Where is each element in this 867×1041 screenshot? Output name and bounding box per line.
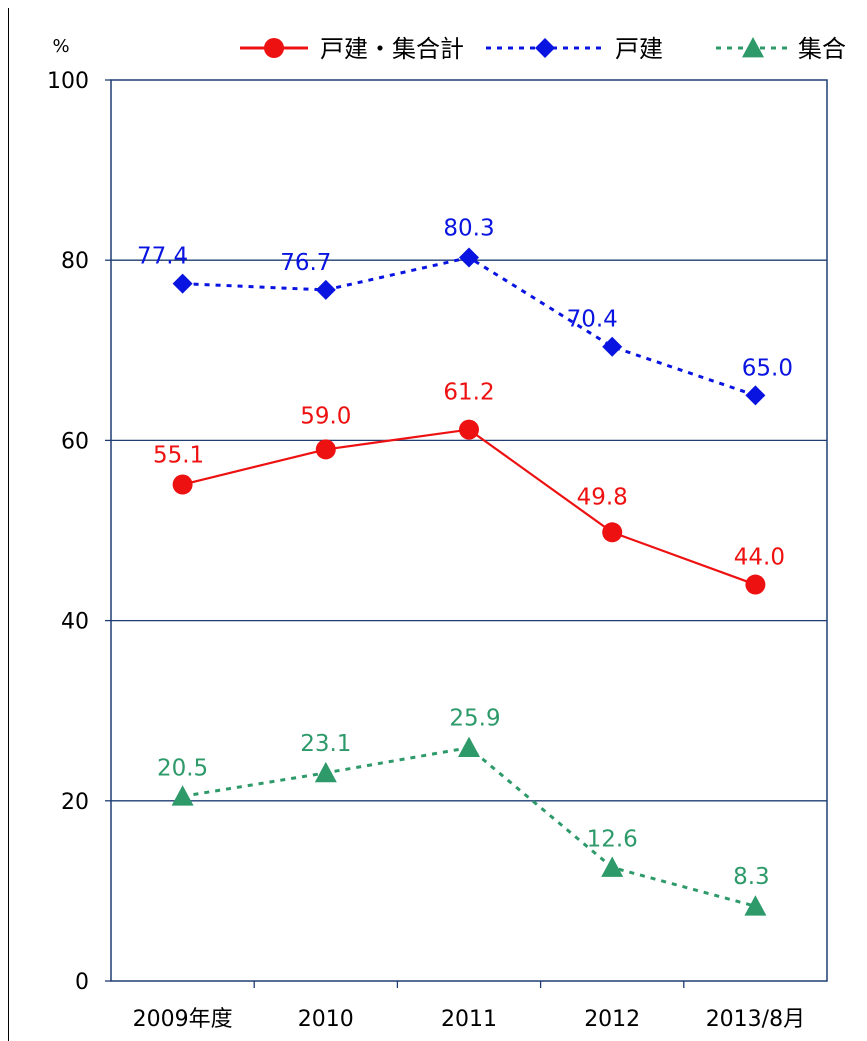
data-label: 8.3: [733, 864, 770, 890]
series-group: [171, 247, 767, 916]
series-1: [172, 419, 766, 595]
x-tick-label: 2012: [584, 1007, 640, 1032]
data-point: [172, 474, 193, 495]
legend-item: 戸建: [486, 35, 663, 63]
data-label: 44.0: [734, 545, 785, 571]
plot-area-box: [110, 79, 828, 982]
legend-item: 集合: [716, 35, 846, 63]
y-tick-label: 60: [61, 429, 89, 454]
legend-marker: [264, 38, 284, 58]
y-tick-label: 80: [61, 249, 89, 274]
data-label: 59.0: [300, 403, 351, 429]
x-tick-label: 2010: [298, 1007, 354, 1032]
data-label: 77.4: [137, 244, 188, 270]
legend: 戸建・集合計 戸建 集合: [240, 35, 846, 63]
series-2: [172, 247, 766, 406]
data-point: [171, 785, 194, 806]
x-tick-label: 2013/8月: [706, 1007, 805, 1032]
data-label: 76.7: [280, 250, 331, 276]
legend-label: 戸建・集合計: [320, 35, 464, 63]
data-point: [745, 574, 766, 595]
data-point: [459, 419, 479, 440]
data-point: [314, 761, 337, 783]
x-tick-label: 2009年度: [133, 1007, 233, 1032]
y-tick-label: 40: [61, 610, 89, 635]
data-label: 12.6: [587, 826, 638, 852]
data-label: 25.9: [449, 706, 500, 732]
data-point: [459, 247, 479, 268]
data-point: [458, 736, 480, 757]
y-axis-unit-label: %: [52, 36, 69, 57]
data-labels: 55.1 59.0 61.2 49.8 44.0 77.4 76.7 80.3 70.4 65.0…: [137, 215, 793, 890]
data-point: [744, 895, 767, 916]
data-point: [745, 385, 766, 406]
data-label: 61.2: [443, 380, 494, 406]
y-tick-label: 100: [47, 69, 89, 94]
data-point: [602, 336, 623, 357]
legend-label: 戸建: [615, 35, 663, 63]
x-tick-label: 2011: [441, 1007, 497, 1032]
data-point: [601, 856, 624, 877]
data-label: 23.1: [300, 731, 351, 757]
chart-frame: 0 20 40 60 80 100% 2009年度 2010 2011 2012 2013/8月 5…: [8, 8, 867, 1041]
plot-area: [8, 8, 828, 1041]
data-label: 70.4: [567, 307, 618, 333]
line-chart: 0 20 40 60 80 100% 2009年度 2010 2011 2012 2013/8月 5…: [8, 8, 846, 1041]
legend-marker: [535, 38, 555, 58]
legend-item: 戸建・集合計: [240, 35, 464, 63]
y-tick-label: 20: [61, 790, 89, 815]
y-tick-label: 0: [75, 970, 89, 995]
data-label: 49.8: [577, 484, 628, 510]
legend-label: 集合: [798, 35, 846, 63]
data-label: 20.5: [157, 755, 208, 781]
data-label: 55.1: [153, 443, 204, 469]
series-3: [171, 736, 767, 916]
data-label: 80.3: [443, 215, 494, 241]
legend-marker: [742, 37, 764, 58]
data-label: 65.0: [742, 355, 793, 381]
data-point: [602, 522, 623, 543]
data-point: [315, 439, 336, 460]
axes: 0 20 40 60 80 100% 2009年度 2010 2011 2012 2013/8月: [47, 36, 805, 1032]
data-point: [315, 279, 336, 300]
data-point: [172, 273, 193, 294]
